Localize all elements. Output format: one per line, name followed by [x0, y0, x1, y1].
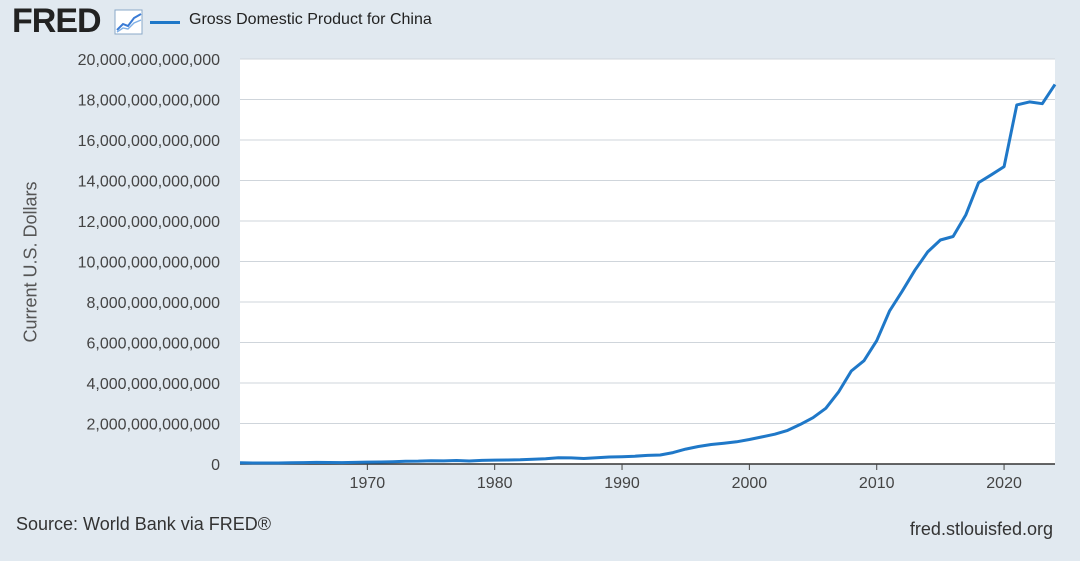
y-tick-label: 20,000,000,000,000 — [78, 52, 220, 69]
y-tick-label: 12,000,000,000,000 — [78, 214, 220, 231]
x-tick-label: 1980 — [477, 475, 513, 492]
y-tick-label: 8,000,000,000,000 — [87, 295, 221, 312]
x-tick-label: 2000 — [732, 475, 768, 492]
y-tick-label: 6,000,000,000,000 — [87, 336, 221, 353]
legend-swatch — [150, 21, 180, 24]
x-tick-label: 2010 — [859, 475, 895, 492]
series-line-gdp-china — [239, 83, 1057, 465]
y-tick-label: 14,000,000,000,000 — [78, 174, 220, 191]
y-tick-label: 4,000,000,000,000 — [87, 376, 221, 393]
x-tick-label: 1990 — [604, 475, 640, 492]
x-tick-label: 2020 — [986, 475, 1022, 492]
legend-label: Gross Domestic Product for China — [189, 11, 432, 28]
site-link[interactable]: fred.stlouisfed.org — [909, 519, 1053, 539]
graph-line-icon — [114, 9, 143, 35]
y-tick-label: 0 — [211, 457, 220, 474]
source-note: Source: World Bank via FRED® — [16, 514, 272, 534]
y-tick-label: 2,000,000,000,000 — [87, 417, 221, 434]
y-tick-label: 10,000,000,000,000 — [78, 255, 220, 272]
y-tick-label: 16,000,000,000,000 — [78, 133, 220, 150]
fred-logo: FRED — [12, 2, 102, 40]
x-tick-label: 1970 — [350, 475, 386, 492]
y-tick-label: 18,000,000,000,000 — [78, 93, 220, 110]
